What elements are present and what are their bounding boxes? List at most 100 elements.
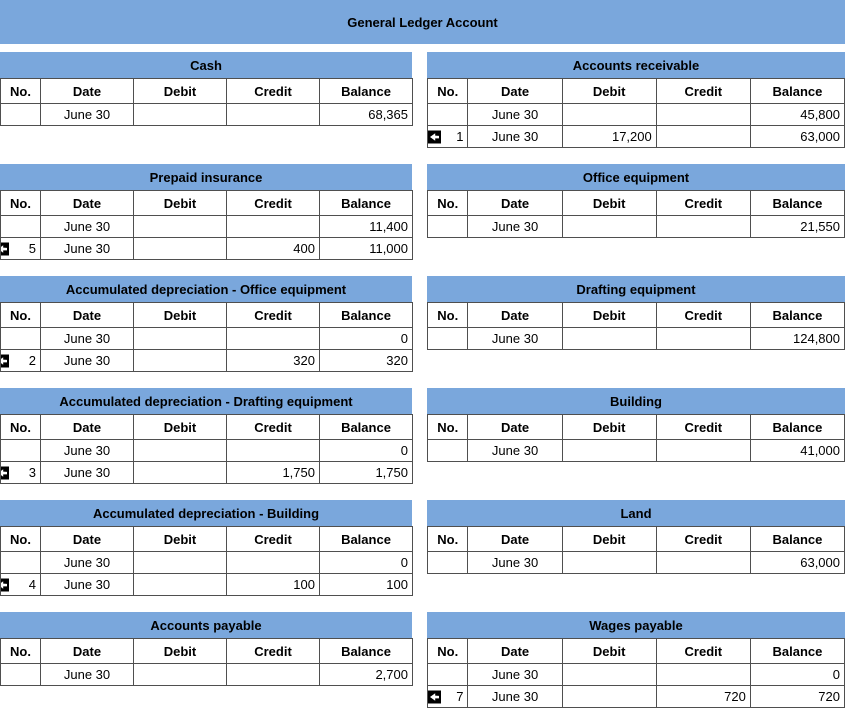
column-header-debit: Debit bbox=[133, 526, 227, 552]
journal-link-icon[interactable] bbox=[428, 690, 441, 703]
column-header-debit: Debit bbox=[561, 414, 657, 440]
column-header-credit: Credit bbox=[226, 638, 320, 664]
column-header-credit: Credit bbox=[655, 190, 751, 216]
table-row: June 30 11,400 bbox=[0, 215, 413, 238]
account-table-office-equipment: Office equipment No. Date Debit Credit Balanc… bbox=[426, 164, 845, 238]
date-cell: June 30 bbox=[40, 103, 134, 126]
debit-cell bbox=[561, 685, 657, 708]
column-header-debit: Debit bbox=[133, 638, 227, 664]
account-title: Wages payable bbox=[427, 612, 845, 638]
column-header-balance: Balance bbox=[749, 302, 845, 328]
balance-cell: 1,750 bbox=[319, 461, 413, 484]
debit-cell bbox=[133, 663, 227, 686]
column-header-balance: Balance bbox=[319, 302, 413, 328]
journal-link-icon[interactable] bbox=[428, 130, 441, 143]
journal-link-icon[interactable] bbox=[1, 466, 9, 479]
column-header-date: Date bbox=[467, 414, 563, 440]
debit-cell bbox=[133, 327, 227, 350]
column-header-balance: Balance bbox=[749, 638, 845, 664]
table-row: 3 June 30 1,750 1,750 bbox=[0, 461, 413, 484]
credit-cell bbox=[655, 215, 751, 238]
account-title: Land bbox=[427, 500, 845, 526]
table-row: June 30 2,700 bbox=[0, 663, 413, 686]
account-table-accounts-payable: Accounts payable No. Date Debit Credit Balanc… bbox=[0, 612, 413, 686]
credit-cell bbox=[226, 103, 320, 126]
date-cell: June 30 bbox=[40, 215, 134, 238]
column-header-date: Date bbox=[40, 302, 134, 328]
balance-cell: 0 bbox=[319, 327, 413, 350]
balance-cell: 63,000 bbox=[749, 551, 845, 574]
account-table-building: Building No. Date Debit Credit Balance June 30… bbox=[426, 388, 845, 462]
no-cell bbox=[0, 327, 41, 350]
ledger-table: No. Date Debit Credit Balance June 30 21,550 bbox=[426, 190, 845, 238]
table-row: 2 June 30 320 320 bbox=[0, 349, 413, 372]
credit-cell bbox=[655, 327, 751, 350]
column-header-debit: Debit bbox=[133, 302, 227, 328]
ledger-table: No. Date Debit Credit Balance June 30 0 4 June 3… bbox=[0, 526, 413, 596]
column-header-date: Date bbox=[40, 414, 134, 440]
debit-cell bbox=[133, 349, 227, 372]
journal-link-icon[interactable] bbox=[1, 242, 9, 255]
column-header-no: No. bbox=[0, 78, 41, 104]
no-cell bbox=[0, 663, 41, 686]
account-pair-row: Accumulated depreciation - Drafting equi… bbox=[0, 388, 845, 500]
credit-cell bbox=[226, 551, 320, 574]
debit-cell bbox=[133, 215, 227, 238]
balance-cell: 100 bbox=[319, 573, 413, 596]
account-table-accounts-receivable: Accounts receivable No. Date Debit Credit Bal… bbox=[426, 52, 845, 148]
balance-cell: 124,800 bbox=[749, 327, 845, 350]
column-header-no: No. bbox=[426, 190, 469, 216]
date-cell: June 30 bbox=[467, 125, 563, 148]
journal-link-icon[interactable] bbox=[1, 354, 9, 367]
table-row: 5 June 30 400 11,000 bbox=[0, 237, 413, 260]
account-title: Office equipment bbox=[427, 164, 845, 190]
no-value: 1 bbox=[456, 129, 464, 144]
ledger-table: No. Date Debit Credit Balance June 30 0 7 June 3… bbox=[426, 638, 845, 708]
balance-cell: 11,000 bbox=[319, 237, 413, 260]
column-header-no: No. bbox=[0, 190, 41, 216]
balance-cell: 2,700 bbox=[319, 663, 413, 686]
table-row: June 30 41,000 bbox=[426, 439, 845, 462]
no-value: 5 bbox=[28, 241, 36, 256]
date-cell: June 30 bbox=[40, 237, 134, 260]
column-header-no: No. bbox=[0, 638, 41, 664]
credit-cell: 100 bbox=[226, 573, 320, 596]
no-cell: 4 bbox=[0, 573, 41, 596]
credit-cell bbox=[655, 439, 751, 462]
column-header-credit: Credit bbox=[655, 526, 751, 552]
date-cell: June 30 bbox=[40, 663, 134, 686]
account-table-accumulated-depreciation-drafting-equipment: Accumulated depreciation - Drafting equi… bbox=[0, 388, 413, 484]
credit-cell: 720 bbox=[655, 685, 751, 708]
date-cell: June 30 bbox=[40, 439, 134, 462]
table-row: June 30 124,800 bbox=[426, 327, 845, 350]
journal-link-icon[interactable] bbox=[1, 578, 9, 591]
column-header-debit: Debit bbox=[561, 526, 657, 552]
date-cell: June 30 bbox=[40, 461, 134, 484]
column-header-balance: Balance bbox=[749, 526, 845, 552]
credit-cell bbox=[226, 327, 320, 350]
column-header-debit: Debit bbox=[133, 78, 227, 104]
column-header-no: No. bbox=[0, 526, 41, 552]
table-row: June 30 68,365 bbox=[0, 103, 413, 126]
ledger-table: No. Date Debit Credit Balance June 30 2,700 bbox=[0, 638, 413, 686]
ledger-table: No. Date Debit Credit Balance June 30 45,800 1 J… bbox=[426, 78, 845, 148]
no-cell bbox=[426, 103, 469, 126]
ledger-table: No. Date Debit Credit Balance June 30 11,400 5 J… bbox=[0, 190, 413, 260]
page-title: General Ledger Account bbox=[347, 14, 498, 30]
column-header-credit: Credit bbox=[655, 302, 751, 328]
table-row: June 30 0 bbox=[426, 663, 845, 686]
account-title: Accounts receivable bbox=[427, 52, 845, 78]
column-header-credit: Credit bbox=[655, 638, 751, 664]
no-cell bbox=[426, 439, 469, 462]
table-row: 1 June 30 17,200 63,000 bbox=[426, 125, 845, 148]
no-cell: 5 bbox=[0, 237, 41, 260]
account-title: Accumulated depreciation - Building bbox=[0, 500, 412, 526]
date-cell: June 30 bbox=[40, 573, 134, 596]
account-table-wages-payable: Wages payable No. Date Debit Credit Balance Ju… bbox=[426, 612, 845, 708]
date-cell: June 30 bbox=[467, 551, 563, 574]
date-cell: June 30 bbox=[467, 327, 563, 350]
credit-cell bbox=[655, 125, 751, 148]
column-header-balance: Balance bbox=[749, 414, 845, 440]
ledger-table: No. Date Debit Credit Balance June 30 124,800 bbox=[426, 302, 845, 350]
